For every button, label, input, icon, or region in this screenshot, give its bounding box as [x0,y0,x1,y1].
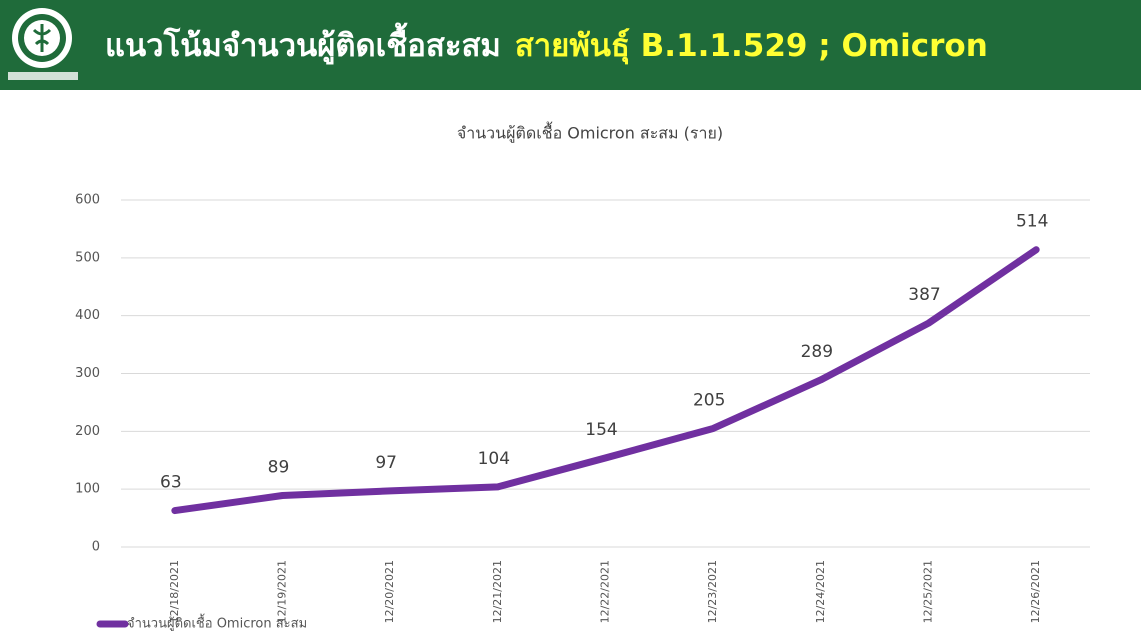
y-tick-label: 400 [75,308,100,323]
x-tick-label: 12/26/2021 [1029,560,1042,623]
x-tick-label: 12/19/2021 [276,560,289,623]
y-tick-label: 500 [75,250,100,265]
y-tick-label: 600 [75,193,100,208]
data-label: 205 [693,390,725,410]
data-line [171,246,1040,515]
x-tick-label: 12/24/2021 [814,560,827,623]
x-tick-label: 12/22/2021 [599,560,612,623]
data-label: 104 [478,449,510,469]
logo [8,8,78,80]
title-main: แนวโน้มจำนวนผู้ติดเชื้อสะสม [105,28,501,64]
header-title: แนวโน้มจำนวนผู้ติดเชื้อสะสม สายพันธุ์ B.1… [105,20,988,70]
y-tick-label: 300 [75,366,100,381]
x-tick-label: 12/18/2021 [168,560,181,623]
data-label: 89 [268,458,290,478]
y-tick-label: 0 [92,540,100,555]
title-highlight: สายพันธุ์ B.1.1.529 ; Omicron [514,28,988,64]
y-tick-label: 200 [75,424,100,439]
x-tick-label: 12/20/2021 [383,560,396,623]
data-label: 63 [160,473,182,493]
x-tick-label: 12/23/2021 [706,560,719,623]
data-label: 97 [375,453,397,473]
x-tick-label: 12/25/2021 [922,560,935,623]
data-label: 387 [908,285,940,305]
header-bar: แนวโน้มจำนวนผู้ติดเชื้อสะสม สายพันธุ์ B.1… [0,0,1141,90]
data-label: 154 [585,420,617,440]
legend-label: จำนวนผู้ติดเชื้อ Omicron สะสม [127,614,307,632]
x-tick-label: 12/21/2021 [491,560,504,623]
data-label: 514 [1016,212,1048,232]
y-tick-label: 100 [75,482,100,497]
data-label: 289 [801,342,833,362]
chart-title: จำนวนผู้ติดเชื้อ Omicron สะสม (ราย) [457,122,723,144]
